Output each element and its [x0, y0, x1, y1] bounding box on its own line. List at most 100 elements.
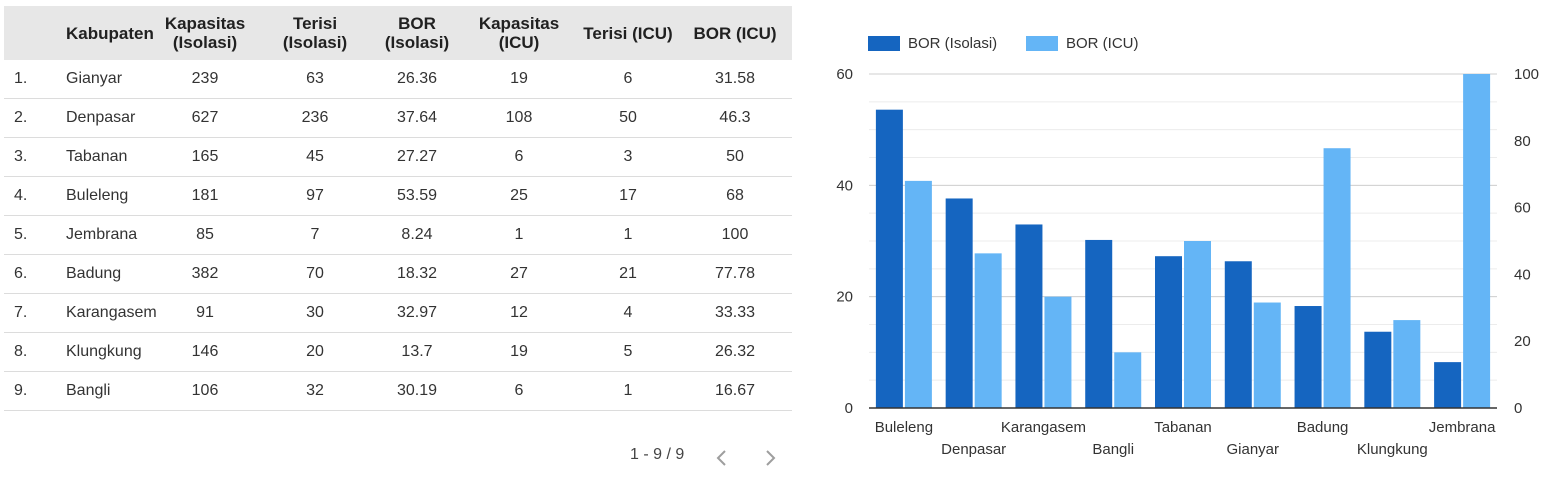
table-header-row: Kabupaten Kapasitas (Isolasi) Terisi (Isol… — [4, 6, 792, 60]
data-table: Kabupaten Kapasitas (Isolasi) Terisi (Isol… — [4, 6, 792, 411]
previous-page-button[interactable] — [712, 446, 732, 470]
cell-ter-icu: 1 — [578, 215, 678, 255]
cell-ter-iso: 63 — [256, 60, 374, 99]
cell-bor-icu: 16.67 — [678, 371, 792, 411]
cell-kap-iso: 382 — [154, 254, 256, 294]
table-row: 9. Bangli 106 32 30.19 6 1 16.67 — [4, 371, 792, 411]
x-tick-label: Buleleng — [875, 419, 933, 436]
bar-bor-isolasi-denpasar — [945, 198, 973, 408]
cell-no: 4. — [4, 176, 27, 216]
bar-bor-icu-jembrana — [1463, 74, 1491, 408]
table-body: 1. Gianyar 239 63 26.36 19 6 31.58 2. Denpasar 627… — [4, 60, 792, 411]
cell-ter-iso: 30 — [256, 293, 374, 333]
y-right-tick-label: 40 — [1514, 266, 1531, 283]
bar-bor-isolasi-jembrana — [1434, 362, 1462, 408]
cell-kap-iso: 627 — [154, 98, 256, 138]
bar-bor-isolasi-badung — [1294, 306, 1322, 408]
cell-kap-icu: 27 — [460, 254, 578, 294]
cell-bor-icu: 33.33 — [678, 293, 792, 333]
cell-ter-icu: 6 — [578, 60, 678, 99]
cell-ter-iso: 7 — [256, 215, 374, 255]
cell-bor-icu: 46.3 — [678, 98, 792, 138]
cell-kap-icu: 19 — [460, 60, 578, 99]
cell-kabupaten: Tabanan — [14, 137, 154, 177]
cell-ter-icu: 1 — [578, 371, 678, 411]
x-tick-label: Jembrana — [1429, 419, 1496, 436]
legend-swatch-bor-icu — [1026, 36, 1058, 51]
cell-bor-iso: 27.27 — [374, 137, 460, 177]
cell-bor-icu: 50 — [678, 137, 792, 177]
cell-ter-iso: 236 — [256, 98, 374, 138]
chevron-right-icon — [766, 450, 776, 466]
cell-kap-icu: 108 — [460, 98, 578, 138]
legend-label-bor-icu: BOR (ICU) — [1066, 35, 1139, 52]
cell-no: 6. — [4, 254, 27, 294]
bar-bor-isolasi-klungkung — [1364, 331, 1392, 408]
cell-bor-iso: 32.97 — [374, 293, 460, 333]
table-row: 5. Jembrana 85 7 8.24 1 1 100 — [4, 215, 792, 255]
cell-kap-icu: 6 — [460, 371, 578, 411]
column-header-ter-icu[interactable]: Terisi (ICU) — [578, 6, 678, 60]
cell-kap-iso: 85 — [154, 215, 256, 255]
y-right-tick-label: 100 — [1514, 66, 1539, 83]
pagination-label: 1 - 9 / 9 — [630, 446, 685, 463]
cell-ter-icu: 4 — [578, 293, 678, 333]
bar-bor-icu-bangli — [1114, 352, 1142, 408]
column-header-kabupaten[interactable]: Kabupaten — [14, 6, 154, 60]
cell-no: 1. — [4, 60, 27, 99]
legend-label-bor-isolasi: BOR (Isolasi) — [908, 35, 998, 52]
y-right-tick-label: 20 — [1514, 333, 1531, 350]
column-header-bor-icu[interactable]: BOR (ICU) — [678, 6, 792, 60]
bar-bor-isolasi-karangasem — [1015, 224, 1043, 408]
cell-ter-icu: 5 — [578, 332, 678, 372]
column-header-ter-iso[interactable]: Terisi (Isolasi) — [256, 6, 374, 60]
cell-ter-icu: 17 — [578, 176, 678, 216]
x-tick-label: Gianyar — [1227, 441, 1280, 458]
cell-kap-iso: 106 — [154, 371, 256, 411]
cell-kabupaten: Klungkung — [14, 332, 154, 372]
column-header-bor-iso[interactable]: BOR (Isolasi) — [374, 6, 460, 60]
x-tick-label: Bangli — [1092, 441, 1134, 458]
table-row: 6. Badung 382 70 18.32 27 21 77.78 — [4, 254, 792, 294]
cell-no: 8. — [4, 332, 27, 372]
cell-ter-iso: 20 — [256, 332, 374, 372]
next-page-button[interactable] — [760, 446, 780, 470]
cell-bor-icu: 68 — [678, 176, 792, 216]
cell-bor-icu: 100 — [678, 215, 792, 255]
cell-ter-iso: 70 — [256, 254, 374, 294]
cell-bor-iso: 18.32 — [374, 254, 460, 294]
x-tick-label: Denpasar — [941, 441, 1006, 458]
cell-ter-icu: 21 — [578, 254, 678, 294]
cell-kap-icu: 19 — [460, 332, 578, 372]
cell-kap-icu: 1 — [460, 215, 578, 255]
cell-kabupaten: Denpasar — [14, 98, 154, 138]
chevron-left-icon — [716, 450, 726, 466]
cell-kap-icu: 6 — [460, 137, 578, 177]
cell-ter-icu: 3 — [578, 137, 678, 177]
bor-chart-panel: BOR (Isolasi) BOR (ICU) 0 20 40 60 0 20 40 60 80… — [820, 20, 1545, 478]
cell-bor-iso: 30.19 — [374, 371, 460, 411]
bar-bor-isolasi-bangli — [1085, 239, 1113, 408]
column-header-kap-iso[interactable]: Kapasitas (Isolasi) — [154, 6, 256, 60]
cell-kap-iso: 181 — [154, 176, 256, 216]
bar-bor-icu-buleleng — [904, 180, 932, 408]
cell-kap-icu: 25 — [460, 176, 578, 216]
bar-bor-isolasi-tabanan — [1155, 256, 1182, 408]
cell-ter-iso: 97 — [256, 176, 374, 216]
column-header-kap-icu[interactable]: Kapasitas (ICU) — [460, 6, 578, 60]
legend-swatch-bor-isolasi — [868, 36, 900, 51]
data-table-panel: Kabupaten Kapasitas (Isolasi) Terisi (Isol… — [4, 6, 792, 411]
cell-bor-icu: 31.58 — [678, 60, 792, 99]
cell-kap-iso: 91 — [154, 293, 256, 333]
y-right-tick-label: 80 — [1514, 133, 1531, 150]
column-header-no[interactable] — [4, 6, 14, 60]
y-left-tick-label: 20 — [836, 289, 853, 306]
cell-kap-icu: 12 — [460, 293, 578, 333]
x-tick-label: Tabanan — [1154, 419, 1212, 436]
y-left-tick-label: 60 — [836, 66, 853, 83]
cell-kabupaten: Gianyar — [14, 60, 154, 99]
cell-bor-iso: 37.64 — [374, 98, 460, 138]
cell-bor-iso: 13.7 — [374, 332, 460, 372]
x-tick-label: Badung — [1297, 419, 1349, 436]
y-left-tick-label: 40 — [836, 177, 853, 194]
